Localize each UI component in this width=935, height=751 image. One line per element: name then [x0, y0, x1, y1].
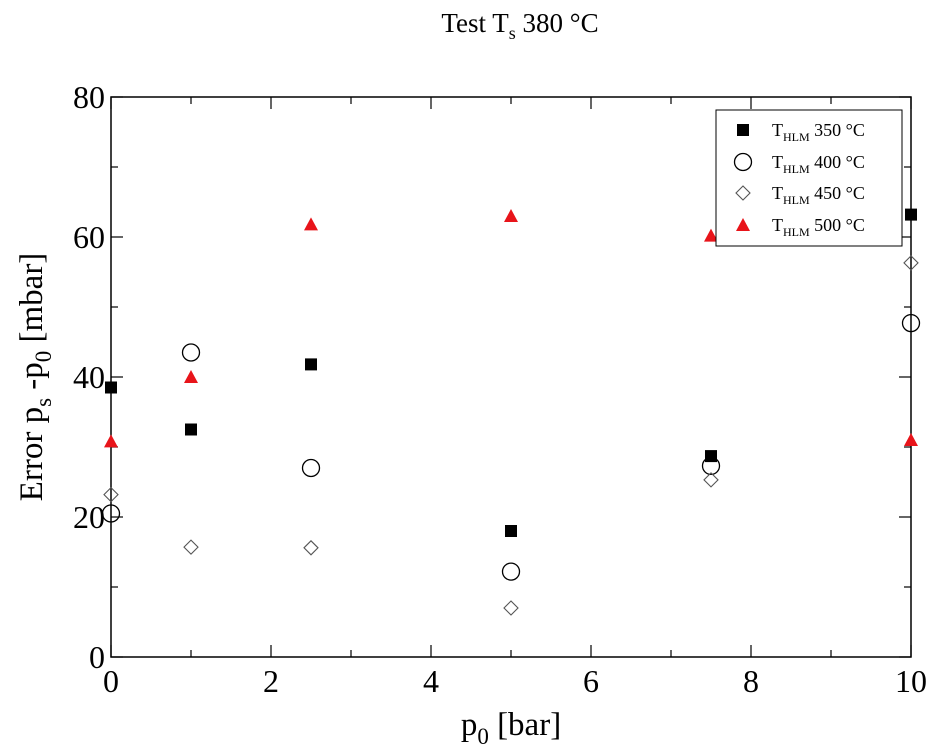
data-point-series-0 — [905, 208, 917, 221]
data-point-series-2 — [503, 600, 519, 616]
data-point-series-3 — [904, 433, 918, 446]
data-point-series-1 — [181, 343, 201, 362]
data-point-series-0 — [305, 358, 317, 371]
data-points — [101, 208, 921, 616]
data-point-series-3 — [104, 434, 118, 448]
data-point-series-0 — [105, 381, 117, 394]
x-tick-labels: 0 2 4 6 8 10 — [103, 663, 927, 699]
y-tick-label: 80 — [73, 79, 105, 115]
data-point-series-3 — [704, 228, 718, 242]
data-point-series-0 — [185, 423, 197, 436]
data-point-series-0 — [505, 525, 517, 537]
x-tick-label: 4 — [423, 663, 439, 699]
legend-marker-1 — [733, 152, 753, 172]
y-axis-label: Error ps -p0 [mbar] — [14, 253, 56, 502]
data-point-series-2 — [703, 472, 719, 488]
data-point-series-0 — [705, 450, 717, 463]
data-point-series-2 — [303, 540, 319, 556]
data-point-series-3 — [184, 370, 198, 383]
legend-markers — [733, 124, 753, 231]
data-point-series-2 — [903, 255, 919, 271]
x-axis-label: p0 [bar] — [461, 707, 561, 749]
x-tick-label: 0 — [103, 663, 119, 699]
x-tick-label: 8 — [743, 663, 759, 699]
x-tick-label: 6 — [583, 663, 599, 699]
chart-title: Test Ts 380 °C — [441, 8, 598, 43]
data-point-series-2 — [103, 486, 119, 503]
x-tick-label: 10 — [895, 663, 927, 699]
legend-marker-3 — [736, 218, 750, 231]
legend-label-2: THLM 450 °C — [772, 183, 865, 207]
legend-marker-2 — [735, 185, 751, 201]
data-point-series-2 — [183, 539, 199, 555]
legend: THLM 350 °C THLM 400 °C THLM 450 °C THLM… — [715, 109, 903, 247]
data-point-series-1 — [701, 456, 721, 476]
x-tick-label: 2 — [263, 663, 279, 699]
data-point-series-1 — [501, 562, 521, 581]
legend-label-3: THLM 500 °C — [772, 215, 865, 239]
legend-label-0: THLM 350 °C — [772, 120, 865, 144]
y-tick-label: 60 — [73, 219, 105, 255]
data-point-series-1 — [901, 313, 921, 333]
y-tick-label: 0 — [89, 639, 105, 675]
y-tick-label: 40 — [73, 359, 105, 395]
legend-label-1: THLM 400 °C — [772, 152, 865, 176]
data-point-series-3 — [304, 217, 318, 231]
axis-ticks — [110, 96, 912, 658]
data-point-series-1 — [101, 504, 121, 523]
data-point-series-3 — [504, 209, 518, 222]
y-tick-labels: 0 20 40 60 80 — [73, 79, 105, 675]
y-tick-label: 20 — [73, 499, 105, 535]
legend-marker-0 — [737, 124, 749, 136]
data-point-series-1 — [301, 458, 321, 478]
